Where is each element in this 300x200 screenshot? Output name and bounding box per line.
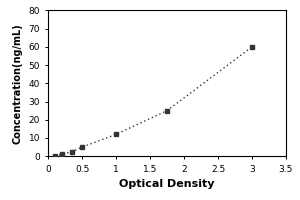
Y-axis label: Concentration(ng/mL): Concentration(ng/mL) — [13, 23, 23, 144]
X-axis label: Optical Density: Optical Density — [119, 179, 215, 189]
